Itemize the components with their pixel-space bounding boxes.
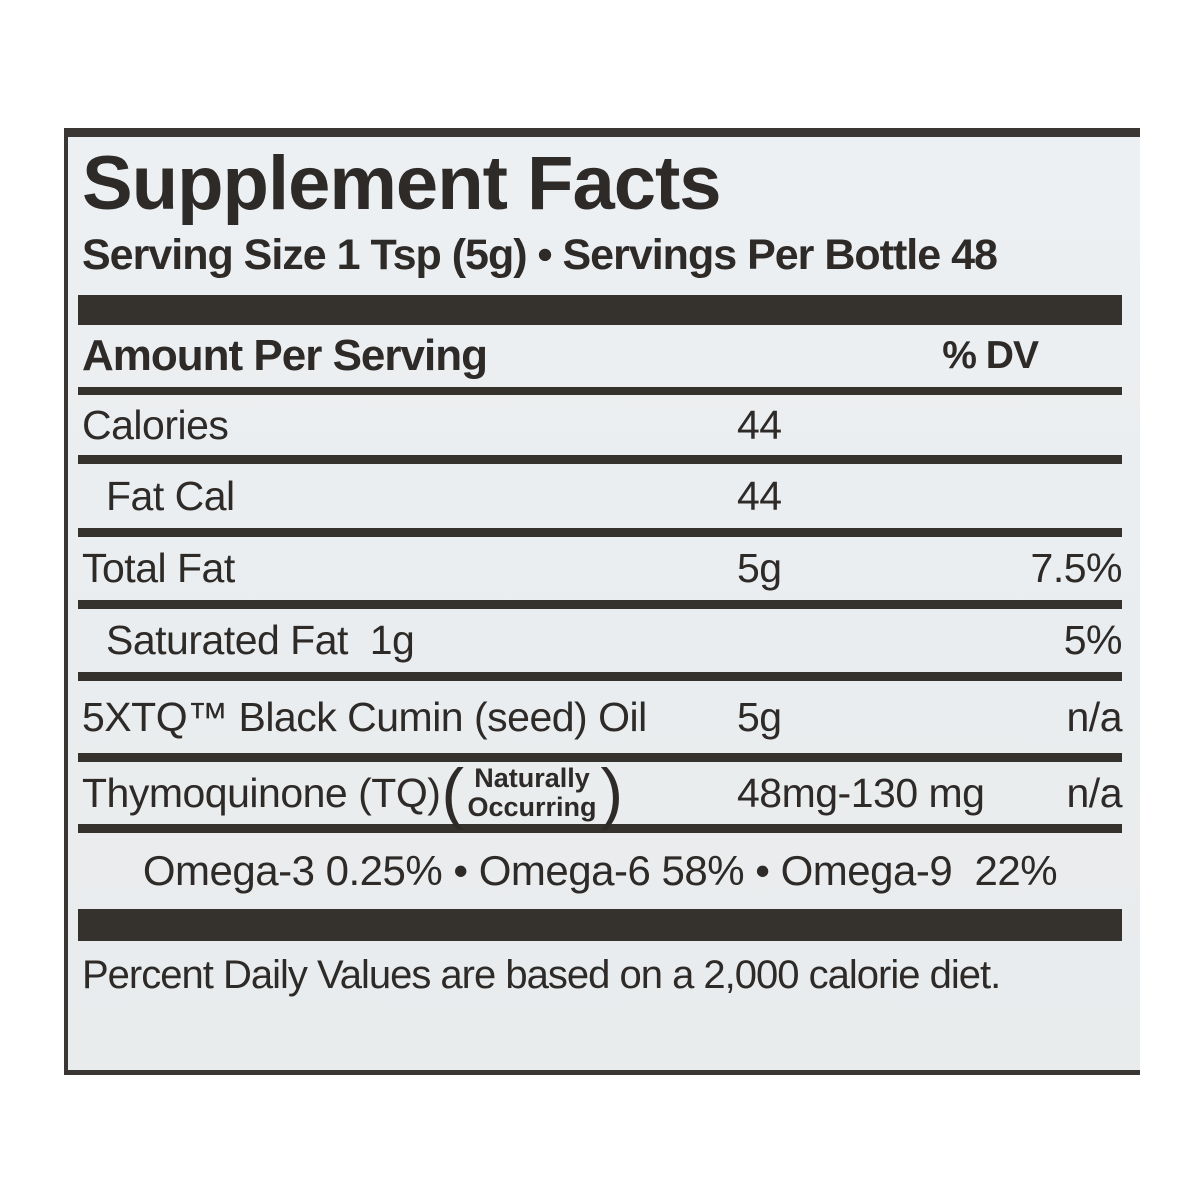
qualifier-line-2: Occurring bbox=[467, 792, 597, 822]
row-name: Total Fat bbox=[82, 545, 235, 591]
row-name: Saturated Fat 1g bbox=[106, 617, 415, 663]
daily-values-footnote: Percent Daily Values are based on a 2,00… bbox=[82, 952, 1001, 997]
thick-separator-top bbox=[78, 295, 1122, 325]
row-name: Calories bbox=[82, 401, 229, 448]
row-fat-cal: Fat Cal 44 bbox=[78, 464, 1122, 537]
row-calories: Calories 44 bbox=[78, 395, 1122, 464]
row-saturated-fat: Saturated Fat 1g 5% bbox=[78, 609, 1123, 681]
omega-summary: Omega-3 0.25% • Omega-6 58% • Omega-9 22… bbox=[142, 847, 1058, 894]
row-amount: 44 bbox=[737, 401, 782, 448]
thymoquinone-label: Thymoquinone (TQ) bbox=[82, 769, 441, 816]
amount-per-serving-header: Amount Per Serving bbox=[82, 331, 488, 380]
paren-close: ) bbox=[600, 755, 624, 831]
row-name: Thymoquinone (TQ) ( Naturally Occurring … bbox=[82, 755, 737, 831]
naturally-occurring-qualifier: Naturally Occurring bbox=[465, 764, 600, 822]
supplement-facts-panel: Supplement Facts Serving Size 1 Tsp (5g)… bbox=[64, 128, 1140, 1075]
row-dv: 5% bbox=[1063, 617, 1123, 663]
row-amount: 5g bbox=[737, 693, 782, 740]
row-thymoquinone: Thymoquinone (TQ) ( Naturally Occurring … bbox=[78, 755, 1123, 833]
panel-title: Supplement Facts bbox=[82, 141, 722, 226]
row-dv: 7.5% bbox=[1030, 545, 1123, 591]
qualifier-line-1: Naturally bbox=[474, 763, 590, 793]
row-dv: n/a bbox=[1066, 769, 1123, 816]
thick-separator-bottom bbox=[78, 909, 1122, 941]
row-dv: n/a bbox=[1066, 693, 1123, 740]
row-name: 5XTQ™ Black Cumin (seed) Oil bbox=[82, 693, 647, 740]
row-total-fat: Total Fat 5g 7.5% bbox=[78, 537, 1123, 609]
paren-open: ( bbox=[441, 755, 464, 831]
serving-info: Serving Size 1 Tsp (5g) • Servings Per B… bbox=[82, 231, 998, 279]
row-amount: 48mg-130 mg bbox=[737, 769, 985, 816]
row-amount: 44 bbox=[737, 472, 782, 519]
table-header-row: Amount Per Serving % DV bbox=[78, 325, 1122, 395]
row-black-cumin-oil: 5XTQ™ Black Cumin (seed) Oil 5g n/a bbox=[78, 681, 1122, 762]
row-name: Fat Cal bbox=[106, 472, 235, 519]
row-amount: 5g bbox=[737, 545, 782, 591]
percent-dv-header: % DV bbox=[942, 334, 1039, 377]
